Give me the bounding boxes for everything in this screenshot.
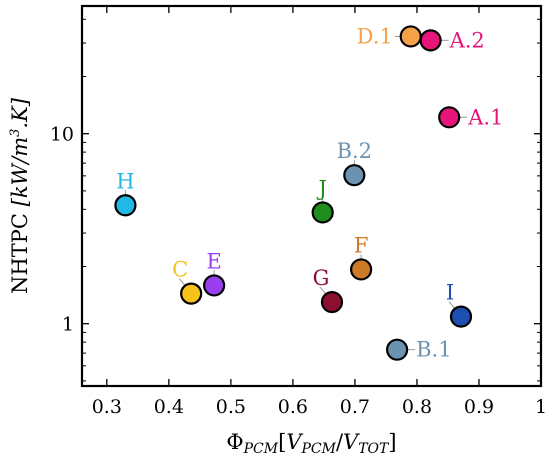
label-leader-line bbox=[178, 278, 186, 286]
point-label: D.1 bbox=[357, 24, 393, 48]
x-axis-title: ΦPCM[VPCM/VTOT] bbox=[226, 430, 396, 457]
x-tick-label: 0.6 bbox=[278, 396, 308, 418]
point-label: J bbox=[316, 176, 326, 200]
axis-ticks: 0.3 0.4 0.5 0.6 0.7 0.8 0.9 1 1 10 bbox=[50, 6, 547, 418]
label-leader-line bbox=[448, 301, 456, 309]
data-point-e bbox=[203, 274, 226, 297]
x-tick-label: 0.3 bbox=[92, 396, 122, 418]
point-group: J bbox=[311, 176, 334, 224]
data-point-a-1 bbox=[438, 106, 461, 129]
x-tick-label: 0.4 bbox=[154, 396, 184, 418]
data-point-b-1 bbox=[385, 338, 409, 361]
data-point-a-2 bbox=[419, 29, 442, 52]
data-point-g bbox=[320, 290, 344, 314]
data-point-i bbox=[449, 305, 473, 328]
label-leader-line bbox=[319, 286, 327, 295]
point-group: A.2 bbox=[419, 28, 485, 52]
data-point-b-2 bbox=[343, 164, 366, 187]
point-group: C bbox=[172, 258, 203, 305]
x-tick-label: 1 bbox=[535, 396, 547, 418]
point-label: H bbox=[116, 169, 134, 193]
point-group: A.1 bbox=[438, 105, 503, 129]
point-label: I bbox=[446, 281, 454, 305]
point-group: B.2 bbox=[337, 139, 372, 187]
point-label: A.1 bbox=[467, 105, 503, 129]
y-tick-label: 10 bbox=[50, 124, 74, 146]
data-point-c bbox=[180, 282, 203, 305]
point-group: H bbox=[114, 169, 137, 217]
data-point-f bbox=[350, 258, 373, 281]
point-group: G bbox=[313, 266, 344, 314]
point-label: G bbox=[313, 266, 330, 290]
point-group: I bbox=[446, 281, 473, 328]
point-label: B.2 bbox=[337, 139, 372, 163]
x-tick-label: 0.7 bbox=[340, 396, 370, 418]
plot-frame bbox=[80, 4, 543, 388]
point-group: F bbox=[350, 233, 373, 281]
point-label: B.1 bbox=[416, 338, 451, 362]
x-tick-label: 0.5 bbox=[216, 396, 246, 418]
x-tick-label: 0.8 bbox=[402, 396, 432, 418]
data-point-j bbox=[311, 201, 334, 224]
data-point-d-1 bbox=[399, 25, 422, 48]
point-label: A.2 bbox=[449, 28, 485, 52]
x-tick-label: 0.9 bbox=[464, 396, 494, 418]
data-point-h bbox=[114, 194, 137, 217]
data-points: A.1 A.2 B.1 B.2 C D.1 E FG H I J bbox=[114, 24, 503, 362]
point-label: C bbox=[172, 258, 188, 282]
point-group: B.1 bbox=[385, 338, 452, 362]
point-label: F bbox=[354, 233, 369, 257]
y-tick-label: 1 bbox=[62, 314, 74, 336]
y-axis-title: NHTPC [kW/m3.K] bbox=[8, 97, 32, 294]
point-label: E bbox=[206, 249, 221, 273]
point-group: E bbox=[203, 249, 226, 297]
point-group: D.1 bbox=[357, 24, 422, 48]
